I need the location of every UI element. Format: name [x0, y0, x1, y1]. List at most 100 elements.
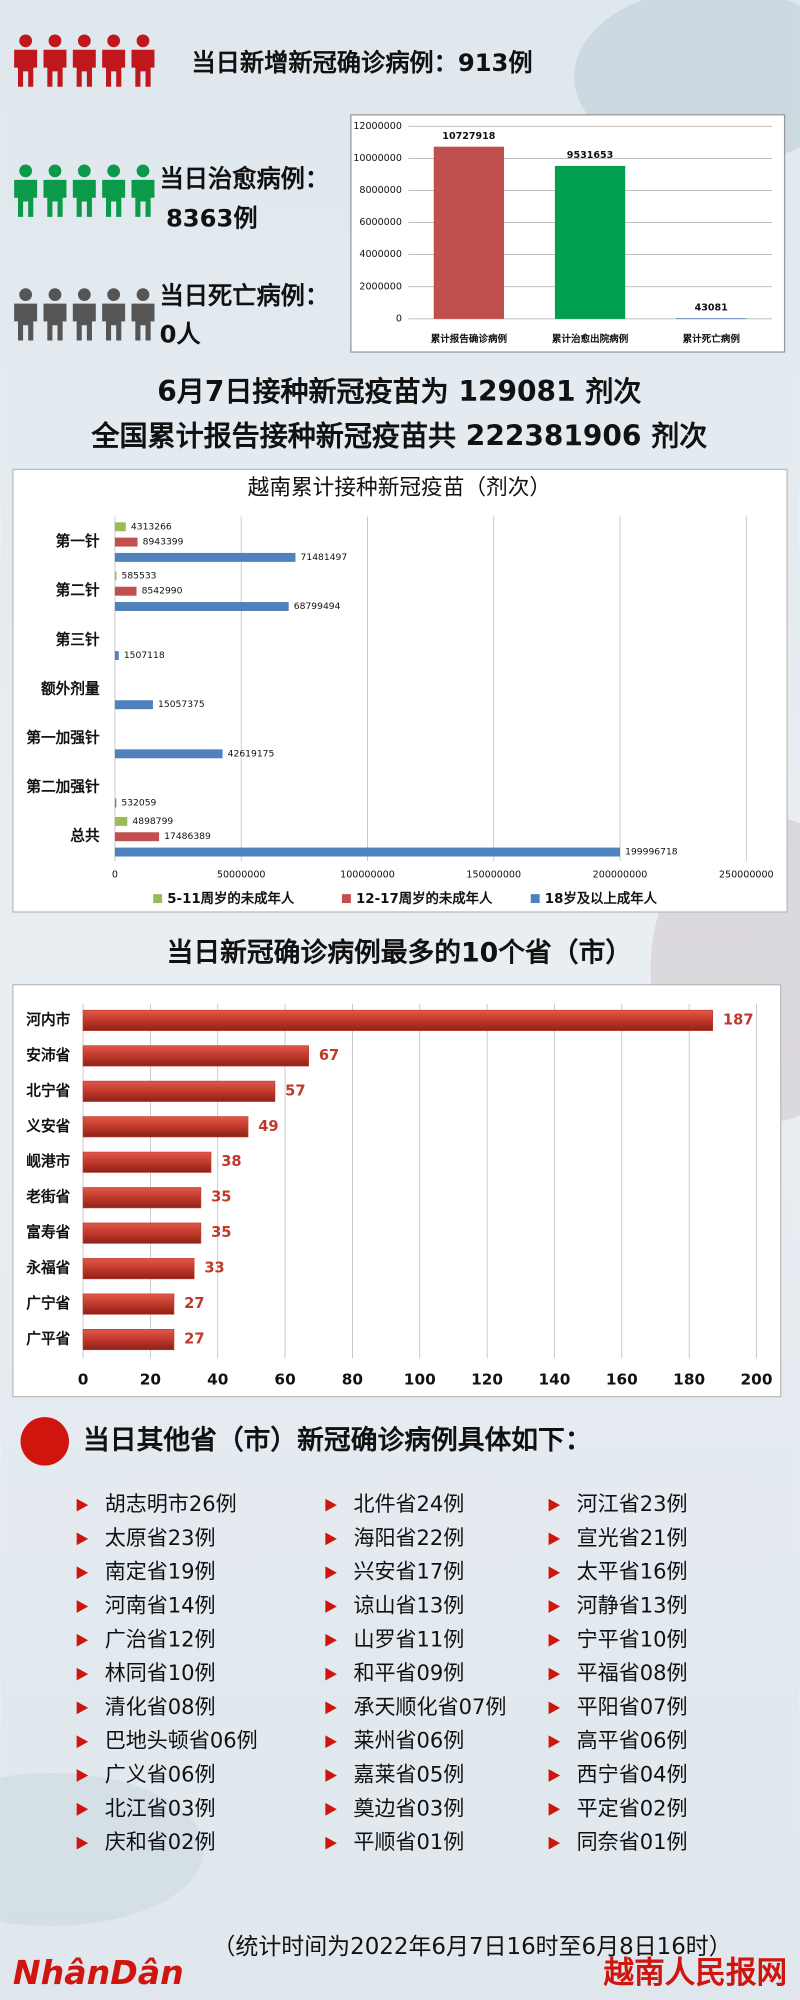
y-tick-label: 额外剂量: [41, 679, 100, 697]
x-tick-label: 140: [538, 1371, 570, 1389]
value-label: 585533: [122, 570, 157, 581]
x-tick-label: 0: [78, 1371, 89, 1389]
person-head: [19, 34, 33, 48]
person-head: [48, 288, 62, 302]
value-label: 532059: [121, 797, 156, 808]
bar: [82, 1116, 249, 1138]
y-tick-label: 广宁省: [26, 1294, 70, 1312]
province-item: 河静省13例: [577, 1593, 688, 1618]
person-head: [136, 288, 150, 302]
bullet-triangle: [325, 1735, 337, 1749]
recovered-label: 当日治愈病例：: [160, 165, 330, 193]
province-item: 海阳省22例: [353, 1525, 464, 1550]
person-body: [72, 49, 96, 87]
value-label: 1507118: [124, 650, 165, 661]
bullet-triangle: [548, 1566, 561, 1580]
province-item: 和平省09例: [353, 1660, 464, 1685]
chart-title: 当日新冠确诊病例最多的10个省（市）: [167, 937, 633, 969]
section-title: 当日其他省（市）新冠确诊病例具体如下：: [83, 1424, 592, 1456]
person-head: [19, 164, 33, 178]
bullet-triangle: [325, 1802, 337, 1816]
bullet-triangle: [76, 1498, 89, 1512]
bullet-triangle: [548, 1667, 561, 1681]
bar: [82, 1151, 212, 1173]
person-body: [14, 179, 38, 217]
y-tick-label: 第二加强针: [26, 778, 100, 796]
brand: 越南人民报网: [603, 1956, 787, 1991]
x-tick-label: 60: [274, 1371, 295, 1389]
legend-label: 5-11周岁的未成年人: [167, 890, 295, 907]
bar: [114, 586, 137, 596]
bullet-triangle: [325, 1667, 337, 1681]
bullet-triangle: [76, 1802, 89, 1816]
person-head: [107, 34, 121, 48]
bar: [82, 1009, 714, 1031]
province-item: 南定省19例: [105, 1559, 216, 1584]
logo: NhânDân: [13, 1953, 184, 1992]
value-label: 71481497: [301, 552, 348, 563]
bullet-triangle: [548, 1802, 561, 1816]
value-label: 27: [184, 1295, 204, 1312]
bullet-triangle: [548, 1769, 561, 1782]
bar: [114, 651, 119, 661]
person-body: [14, 303, 38, 341]
person-body: [131, 303, 155, 341]
person-body: [102, 303, 126, 341]
x-tick-label: 100: [404, 1371, 436, 1389]
value-label: 8542990: [142, 586, 183, 597]
new-cases: 当日新增新冠确诊病例：913例: [191, 49, 532, 77]
province-item: 嘉莱省05例: [353, 1762, 464, 1787]
value-label: 42619175: [228, 748, 275, 759]
value-label: 4313266: [131, 521, 172, 532]
province-item: 承天顺化省07例: [353, 1694, 506, 1719]
y-tick-label: 第一针: [56, 532, 100, 550]
value-label: 38: [221, 1153, 241, 1170]
province-item: 清化省08例: [105, 1694, 216, 1719]
province-item: 河江省23例: [577, 1491, 688, 1516]
x-tick-label: 120: [471, 1371, 503, 1389]
bullet-triangle: [76, 1532, 89, 1546]
bullet-triangle: [548, 1701, 561, 1715]
bullet-triangle: [325, 1701, 337, 1715]
x-tick-label: 50000000: [217, 870, 266, 881]
y-tick-label: 0: [396, 313, 402, 324]
bullet-triangle: [325, 1633, 337, 1647]
deaths-label: 当日死亡病例：: [160, 282, 330, 310]
legend-swatch: [153, 894, 163, 904]
bullet-triangle: [548, 1532, 561, 1546]
x-tick-label: 200000000: [593, 870, 648, 881]
value-label: 33: [204, 1260, 224, 1277]
note: （统计时间为2022年6月7日16时至6月8日16时）: [212, 1934, 731, 1960]
headline: 6月7日接种新冠疫苗为 129081 剂次: [157, 375, 641, 408]
bullet-triangle: [76, 1769, 89, 1782]
bar: [82, 1045, 309, 1067]
bar: [433, 146, 505, 319]
bar: [114, 522, 126, 532]
province-item: 宁平省10例: [577, 1626, 688, 1651]
province-item: 平福省08例: [577, 1660, 688, 1685]
legend-label: 18岁及以上成年人: [545, 890, 658, 907]
bar: [82, 1329, 175, 1351]
province-item: 平阳省07例: [577, 1694, 688, 1719]
y-tick-label: 老街省: [25, 1188, 70, 1206]
bar: [114, 816, 128, 826]
x-tick-label: 180: [673, 1371, 705, 1389]
x-tick-label: 200: [741, 1371, 773, 1389]
value-label: 68799494: [294, 601, 341, 612]
bullet-triangle: [325, 1566, 337, 1580]
y-tick-label: 安沛省: [26, 1046, 70, 1064]
bullet-triangle: [325, 1836, 337, 1850]
province-item: 北件省24例: [353, 1491, 464, 1516]
y-tick-label: 第三针: [56, 630, 100, 648]
bar: [114, 602, 289, 611]
value-label: 4898799: [132, 816, 173, 827]
person-body: [102, 49, 126, 87]
province-item: 宣光省21例: [577, 1525, 688, 1550]
value-label: 49: [258, 1118, 278, 1135]
x-tick-label: 160: [606, 1371, 638, 1389]
province-item: 山罗省11例: [353, 1626, 464, 1651]
y-tick-label: 2000000: [359, 281, 402, 292]
bullet-triangle: [76, 1566, 89, 1580]
x-tick-label: 累计死亡病例: [683, 333, 741, 345]
